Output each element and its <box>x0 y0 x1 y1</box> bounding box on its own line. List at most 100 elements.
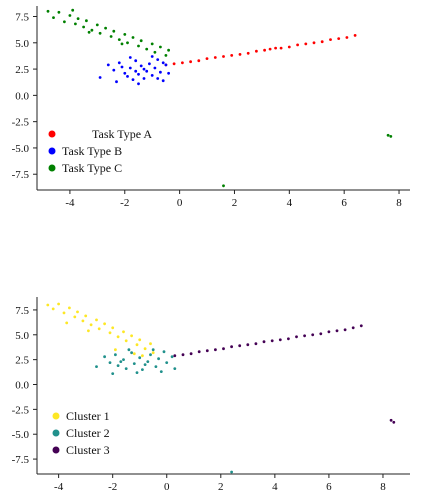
data-point <box>98 31 102 35</box>
y-tick-label: 2.5 <box>15 355 29 367</box>
scatter-plot-clusters: -4 -2 0 2 4 6 8 7.5 5.0 2.5 0.0 -2.5 -5.0 -7.5 Cluster… <box>12 297 410 493</box>
legend-marker <box>48 147 56 155</box>
data-point <box>295 335 298 339</box>
data-point <box>222 55 225 58</box>
data-point <box>122 358 125 361</box>
data-point <box>156 58 160 61</box>
data-point <box>150 42 154 46</box>
data-point <box>149 353 152 357</box>
data-point <box>167 48 171 52</box>
data-point <box>304 42 308 46</box>
data-point <box>274 46 277 50</box>
y-tick-label: -7.5 <box>12 454 30 466</box>
data-point <box>85 19 88 23</box>
data-point <box>145 69 149 73</box>
data-point <box>230 470 234 474</box>
data-point <box>128 66 132 70</box>
data-point <box>137 72 140 76</box>
x-tick-label: -2 <box>108 481 117 493</box>
data-point <box>117 38 121 41</box>
data-point <box>87 329 90 333</box>
data-point <box>159 45 162 49</box>
data-point <box>116 335 120 339</box>
y-tick-label: 0.0 <box>15 380 29 392</box>
data-point <box>311 333 315 337</box>
data-point <box>213 56 217 59</box>
data-point <box>131 36 135 39</box>
data-point <box>279 46 283 50</box>
data-point <box>143 347 147 351</box>
data-point <box>238 344 242 348</box>
data-point <box>181 353 185 357</box>
data-point <box>173 354 177 358</box>
data-point <box>335 329 339 333</box>
data-point <box>68 306 71 310</box>
data-point <box>389 135 393 138</box>
data-point <box>150 74 154 77</box>
data-point <box>238 53 242 56</box>
legend-marker <box>48 130 56 138</box>
x-tick-label: 6 <box>326 481 332 493</box>
x-tick-label: 2 <box>218 481 224 493</box>
data-point <box>103 322 106 326</box>
scatter-plot-task-types: -4 -2 0 2 4 6 8 7.5 5.0 2.5 0.0 -2.5 -5.0 -7.5 Task Ty… <box>12 6 410 209</box>
data-point <box>197 59 201 63</box>
data-point <box>157 357 161 361</box>
data-point <box>167 71 171 75</box>
data-point <box>151 348 155 352</box>
x-tick-label: 0 <box>177 197 183 209</box>
data-point <box>164 63 168 67</box>
data-point <box>74 22 77 26</box>
data-point <box>148 62 151 66</box>
data-point <box>153 50 157 54</box>
data-point <box>141 368 144 371</box>
data-point <box>128 56 132 59</box>
data-point <box>108 331 112 335</box>
data-point <box>320 40 324 44</box>
x-tick-label: 6 <box>341 197 347 209</box>
data-point <box>84 314 88 318</box>
data-point <box>159 370 163 373</box>
data-point <box>151 351 155 355</box>
data-point <box>154 365 158 368</box>
data-point <box>222 347 225 351</box>
data-point <box>351 326 355 330</box>
data-point <box>254 342 258 346</box>
legend-label: Task Type B <box>62 144 122 158</box>
data-point <box>268 47 272 51</box>
data-point <box>189 60 193 64</box>
data-point <box>127 348 131 352</box>
x-tick-label: 4 <box>272 481 278 493</box>
data-point <box>287 337 290 341</box>
data-point <box>149 342 152 346</box>
data-point <box>172 62 176 66</box>
data-point <box>189 352 193 356</box>
y-tick-label: 2.5 <box>15 64 29 76</box>
y-tick-label: -2.5 <box>12 117 30 129</box>
data-point <box>389 418 393 422</box>
data-point <box>111 326 115 330</box>
data-point <box>130 334 134 338</box>
data-point <box>337 37 341 40</box>
x-tick-label: 8 <box>396 197 402 209</box>
y-tick-label: -5.0 <box>12 429 30 441</box>
data-point <box>126 75 129 78</box>
data-point <box>124 339 128 343</box>
data-point <box>89 323 93 327</box>
data-point <box>246 343 250 347</box>
data-point <box>246 51 250 55</box>
data-point <box>63 20 66 24</box>
data-point <box>135 371 139 374</box>
x-tick-label: 8 <box>380 481 386 493</box>
data-point <box>57 302 60 306</box>
legend-marker <box>52 429 60 437</box>
data-point <box>130 351 134 355</box>
data-point <box>65 321 69 325</box>
data-point <box>153 66 157 70</box>
data-point <box>287 45 291 49</box>
data-point <box>214 348 217 352</box>
data-point <box>392 420 396 424</box>
data-point <box>262 340 266 344</box>
data-point <box>46 9 50 13</box>
data-point <box>145 47 149 51</box>
